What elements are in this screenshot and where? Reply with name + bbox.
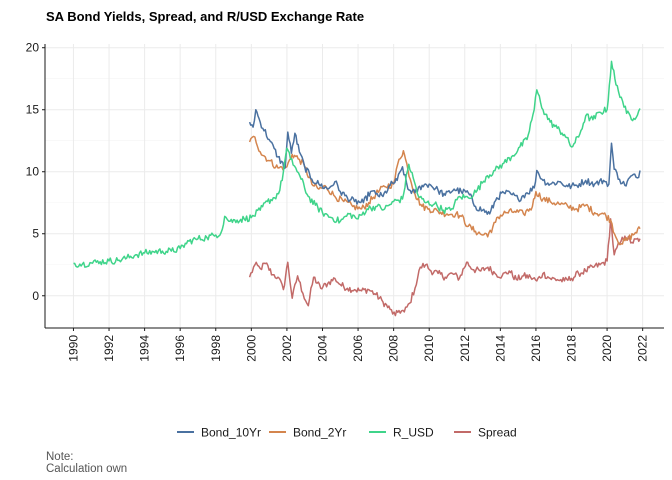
x-tick-label: 2012 xyxy=(458,335,472,362)
series-line-spread xyxy=(248,218,641,317)
x-tick-label: 2010 xyxy=(422,335,436,362)
x-tick-label: 1990 xyxy=(67,335,81,362)
axes xyxy=(44,44,664,329)
x-tick-label: 2014 xyxy=(493,335,507,362)
x-tick-label: 2008 xyxy=(387,335,401,362)
y-tick-label: 5 xyxy=(32,227,39,241)
x-tick-label: 2004 xyxy=(316,335,330,362)
x-tick-label: 2002 xyxy=(280,335,294,362)
series-line-bond-10yr xyxy=(248,108,641,215)
series-line-bond-2yr xyxy=(248,135,641,246)
x-tick-label: 2020 xyxy=(600,335,614,362)
legend: Bond_10Yr Bond_2Yr R_USD Spread xyxy=(177,426,517,440)
x-ticks: 1990 1992 1994 1996 1998 2000 2002 2004 2006 2008… xyxy=(67,328,650,362)
legend-label: Spread xyxy=(478,426,517,440)
y-tick-label: 10 xyxy=(26,165,40,179)
x-tick-label: 2006 xyxy=(351,335,365,362)
x-tick-label: 2022 xyxy=(636,335,650,362)
legend-label: R_USD xyxy=(393,426,434,440)
legend-item-bond-2yr: Bond_2Yr xyxy=(269,426,346,440)
x-tick-label: 2000 xyxy=(244,335,258,362)
legend-item-bond-10yr: Bond_10Yr xyxy=(177,426,261,440)
x-tick-label: 2016 xyxy=(529,335,543,362)
caption-note: Note: xyxy=(46,451,74,463)
legend-item-r-usd: R_USD xyxy=(369,426,434,440)
y-tick-label: 20 xyxy=(26,41,40,55)
series-line-r-usd xyxy=(73,60,641,268)
legend-label: Bond_10Yr xyxy=(201,426,261,440)
legend-item-spread: Spread xyxy=(454,426,517,440)
legend-label: Bond_2Yr xyxy=(293,426,346,440)
y-tick-label: 15 xyxy=(26,103,40,117)
y-tick-label: 0 xyxy=(32,289,39,303)
x-tick-label: 1994 xyxy=(138,335,152,362)
caption-source: Calculation own xyxy=(46,463,127,475)
x-tick-label: 1992 xyxy=(102,335,116,362)
chart-title: SA Bond Yields, Spread, and R/USD Exchan… xyxy=(46,9,364,24)
y-ticks: 0 5 10 15 20 xyxy=(26,41,45,303)
x-tick-label: 1996 xyxy=(173,335,187,362)
series-layer xyxy=(73,60,641,317)
x-tick-label: 2018 xyxy=(565,335,579,362)
x-tick-label: 1998 xyxy=(209,335,223,362)
